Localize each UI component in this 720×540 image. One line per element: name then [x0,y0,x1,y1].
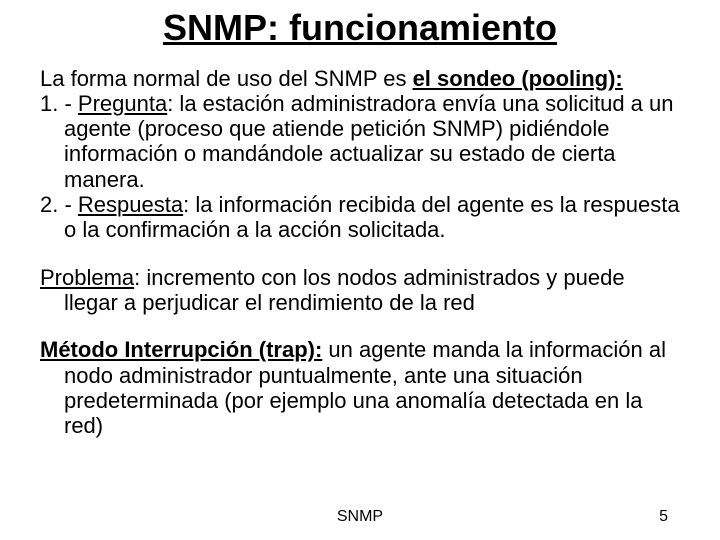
problema-rest: : incremento con los nodos administrados… [64,265,625,315]
slide: SNMP: funcionamiento La forma normal de … [0,0,720,540]
problema-paragraph: Problema: incremento con los nodos admin… [40,265,680,316]
intro-pre: La forma normal de uso del SNMP es [40,66,413,91]
slide-title: SNMP: funcionamiento [40,8,680,48]
footer-label: SNMP [0,508,720,526]
item1-num: 1. - [40,91,78,116]
intro-emph: el sondeo (pooling): [413,66,623,91]
metodo-paragraph: Método Interrupción (trap): un agente ma… [40,337,680,438]
metodo-label: Método Interrupción (trap): [40,337,322,362]
item2-label: Respuesta [78,192,183,217]
list-item-2: 2. - Respuesta: la información recibida … [40,192,680,243]
intro-line: La forma normal de uso del SNMP es el so… [40,66,680,91]
list-item-1: 1. - Pregunta: la estación administrador… [40,91,680,192]
footer-page-number: 5 [659,508,668,526]
slide-body: La forma normal de uso del SNMP es el so… [40,66,680,439]
item1-label: Pregunta [78,91,167,116]
item2-num: 2. - [40,192,78,217]
problema-label: Problema [40,265,134,290]
